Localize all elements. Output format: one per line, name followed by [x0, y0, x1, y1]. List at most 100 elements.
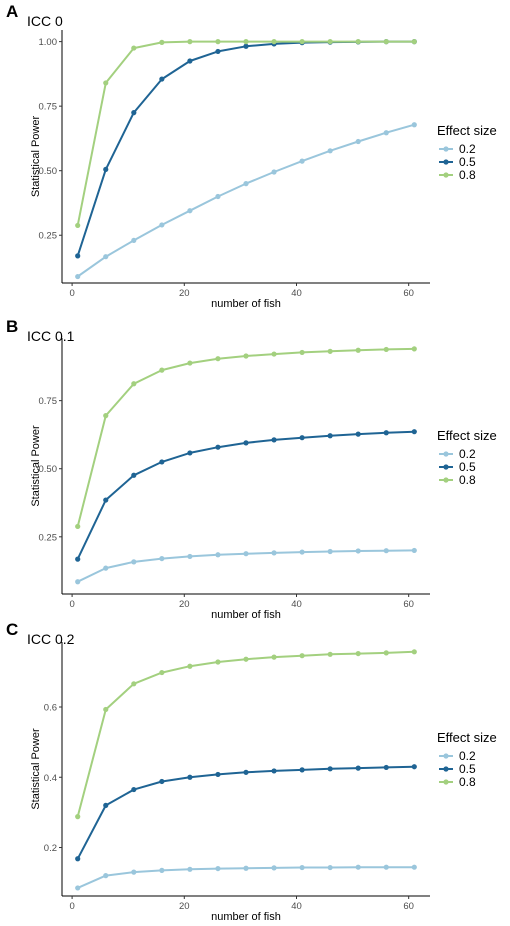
- data-point-0.8: [299, 349, 305, 356]
- y-tick-label: 0.6: [44, 702, 57, 713]
- x-tick-label: 20: [179, 901, 190, 912]
- data-point-0.2: [271, 865, 277, 871]
- y-axis-title: Statistical Power: [30, 425, 42, 507]
- legend-entry-label: 0.5: [459, 155, 476, 169]
- data-point-0.5: [271, 437, 277, 443]
- data-point-0.2: [159, 555, 165, 562]
- x-tick-label: 0: [69, 901, 74, 912]
- data-point-0.8: [75, 523, 81, 530]
- data-point-0.5: [215, 771, 221, 778]
- legend: Effect size 0.20.50.8: [437, 428, 497, 487]
- legend-swatch-point: [443, 172, 449, 178]
- x-tick-label: 0: [69, 599, 74, 610]
- data-point-0.2: [411, 864, 417, 870]
- data-point-0.8: [75, 814, 81, 820]
- data-point-0.5: [215, 48, 221, 55]
- legend-swatch-point: [443, 451, 449, 457]
- data-point-0.5: [243, 440, 249, 446]
- data-point-0.8: [131, 381, 137, 387]
- y-tick-label: 0.50: [39, 166, 58, 177]
- legend-title: Effect size: [437, 428, 497, 443]
- legend-title: Effect size: [437, 730, 497, 745]
- data-point-0.5: [131, 786, 137, 793]
- data-point-0.5: [159, 76, 165, 82]
- data-point-0.5: [75, 253, 81, 259]
- x-tick-label: 60: [403, 288, 414, 299]
- chart-panel-a: A ICC 0 0 20 40 60 0.25 0.50 0.75 1.00 number of f…: [6, 2, 497, 310]
- data-point-0.5: [355, 431, 361, 437]
- data-point-0.2: [187, 866, 193, 872]
- data-point-0.8: [215, 659, 221, 665]
- data-point-0.8: [327, 651, 333, 657]
- data-point-0.2: [215, 865, 221, 872]
- series-line-0.2: [77, 123, 415, 278]
- series-line-0.5: [76, 430, 415, 560]
- data-point-0.8: [355, 39, 361, 45]
- data-point-0.2: [131, 237, 137, 244]
- data-point-0.8: [383, 650, 389, 656]
- data-point-0.8: [271, 39, 277, 45]
- data-point-0.5: [383, 764, 389, 771]
- data-point-0.5: [187, 450, 193, 456]
- data-point-0.2: [103, 254, 109, 260]
- data-point-0.8: [411, 39, 417, 45]
- series-line-0.5: [76, 40, 415, 257]
- series-line-0.8: [76, 40, 415, 226]
- y-tick-label: 0.75: [39, 396, 58, 407]
- data-point-0.2: [271, 550, 277, 556]
- data-point-0.2: [355, 138, 361, 145]
- x-tick-label: 20: [179, 288, 190, 299]
- data-point-0.2: [327, 864, 333, 871]
- data-point-0.5: [103, 802, 109, 808]
- legend-entry-label: 0.2: [459, 142, 476, 156]
- data-point-0.5: [327, 766, 333, 772]
- data-point-0.5: [103, 166, 109, 173]
- panel-letter: C: [6, 620, 18, 639]
- data-point-0.2: [243, 181, 249, 187]
- y-tick-label: 0.25: [39, 231, 58, 242]
- data-point-0.8: [383, 346, 389, 353]
- x-tick-label: 40: [291, 901, 302, 912]
- data-point-0.2: [131, 869, 137, 875]
- data-point-0.8: [355, 650, 361, 657]
- legend-swatch-point: [443, 146, 449, 152]
- data-point-0.8: [299, 653, 305, 659]
- data-point-0.8: [243, 353, 249, 359]
- data-point-0.2: [131, 559, 137, 565]
- data-point-0.8: [187, 39, 193, 45]
- legend-entry-label: 0.2: [459, 447, 476, 461]
- data-point-0.5: [411, 764, 417, 770]
- data-point-0.8: [327, 39, 333, 45]
- data-point-0.5: [131, 110, 137, 116]
- data-point-0.5: [131, 472, 137, 478]
- data-point-0.5: [75, 856, 81, 862]
- data-point-0.2: [271, 169, 277, 175]
- chart-title: ICC 0.2: [27, 631, 75, 647]
- data-point-0.8: [103, 80, 109, 86]
- data-point-0.2: [215, 193, 221, 200]
- data-point-0.2: [299, 549, 305, 555]
- panel-letter: A: [6, 2, 18, 21]
- x-axis-title: number of fish: [211, 911, 281, 923]
- legend-entry-label: 0.5: [459, 460, 476, 474]
- data-point-0.2: [75, 579, 81, 585]
- data-point-0.2: [355, 864, 361, 870]
- data-point-0.8: [215, 39, 221, 45]
- data-point-0.8: [411, 649, 417, 655]
- data-point-0.8: [383, 39, 389, 45]
- data-point-0.2: [75, 273, 81, 280]
- data-point-0.2: [383, 130, 389, 136]
- x-tick-label: 60: [403, 901, 414, 912]
- data-point-0.8: [243, 656, 249, 662]
- legend-title: Effect size: [437, 123, 497, 138]
- data-point-0.2: [411, 122, 417, 128]
- data-point-0.5: [215, 444, 221, 450]
- series-line-0.8: [76, 347, 415, 527]
- x-tick-label: 40: [291, 288, 302, 299]
- legend-swatch-point: [443, 477, 449, 483]
- y-tick-label: 0.4: [44, 773, 57, 784]
- data-point-0.5: [187, 774, 193, 780]
- data-point-0.5: [75, 556, 81, 562]
- data-point-0.2: [159, 222, 165, 228]
